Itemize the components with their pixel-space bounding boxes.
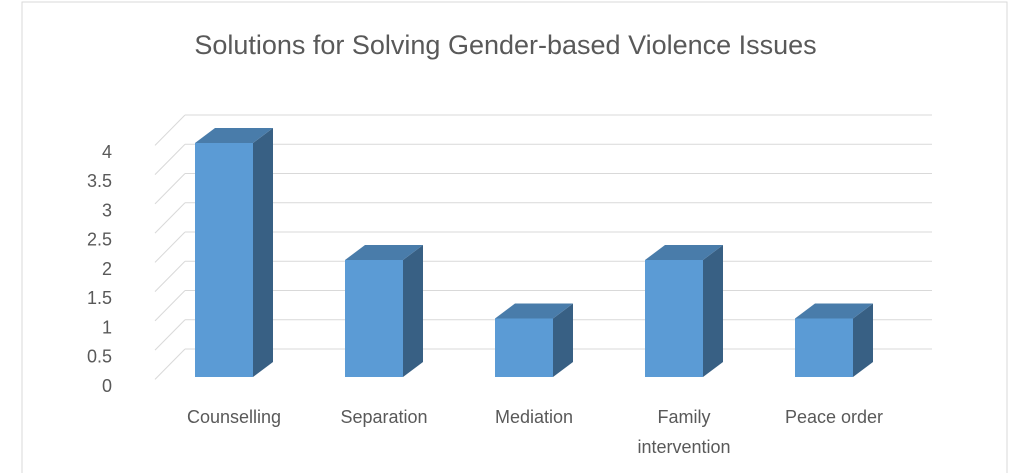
chart-title: Solutions for Solving Gender-based Viole… [194,30,817,60]
bar-side [403,245,423,377]
y-tick-label: 0 [102,376,112,396]
y-tick-label: 1.5 [87,288,112,308]
y-tick-label: 2 [102,259,112,279]
bar-top [645,245,723,260]
y-tick-label: 3 [102,200,112,220]
x-tick-label: Mediation [494,407,574,427]
grid-line [154,114,186,146]
grid-line [154,319,186,351]
x-tick-label: Family intervention [637,407,731,457]
grid-line [154,143,186,176]
bar-top [345,245,423,260]
grid-line [154,231,186,263]
y-tick-label: 1 [102,317,112,337]
y-tick-label: 4 [102,142,112,162]
bar-top [795,303,873,319]
grid-line [154,348,186,380]
bar-side [253,128,273,377]
grid-line [154,260,186,293]
y-tick-label: 3.5 [87,171,112,191]
bar [495,318,553,377]
grid-line [154,202,186,234]
bar [795,318,853,377]
bar-side [853,303,873,377]
bar-top [195,128,273,143]
bar-side [553,303,573,377]
bar-side [703,245,723,377]
x-tick-label: Peace order [784,407,884,427]
x-tick-label: Separation [340,407,428,427]
grid-line [154,290,186,322]
bar [345,260,403,377]
bar-top [495,303,573,319]
bar [195,143,253,377]
chart-border [21,1,1008,473]
y-tick-label: 0.5 [87,347,112,367]
x-tick-label: Counselling [186,407,282,427]
y-tick-label: 2.5 [87,230,112,250]
bar [645,260,703,377]
grid-line [154,173,186,205]
